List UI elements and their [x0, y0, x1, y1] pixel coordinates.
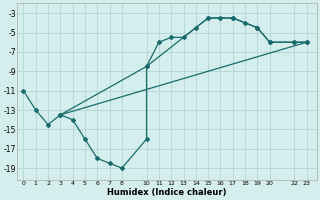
- X-axis label: Humidex (Indice chaleur): Humidex (Indice chaleur): [107, 188, 227, 197]
